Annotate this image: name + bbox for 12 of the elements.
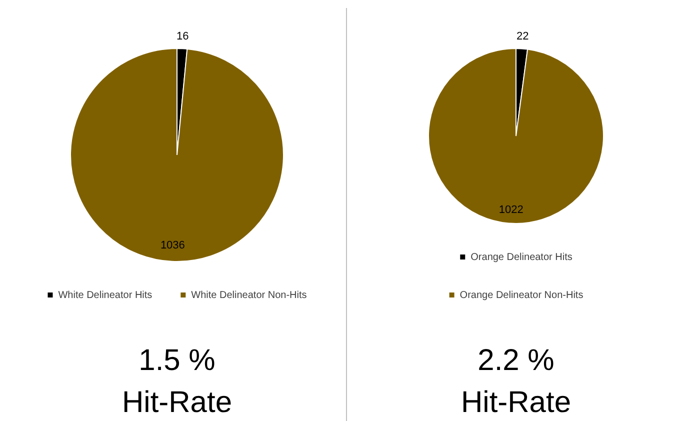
text: 2.2 %: [476, 343, 556, 379]
data-label: 1036: [160, 239, 185, 252]
text: Hit-Rate: [120, 385, 234, 421]
legend-label: Orange Delineator Non-Hits: [460, 290, 584, 301]
data-label: 1022: [498, 204, 524, 216]
legend-label: White Delineator Hits: [58, 290, 152, 301]
legend-label: White Delineator Non-Hits: [191, 290, 307, 301]
text: Hit-Rate: [460, 385, 572, 421]
text: 1.5 %: [138, 343, 216, 379]
data-label: 22: [516, 30, 529, 43]
legend-label: Orange Delineator Hits: [470, 252, 572, 263]
data-label: 16: [176, 30, 189, 43]
